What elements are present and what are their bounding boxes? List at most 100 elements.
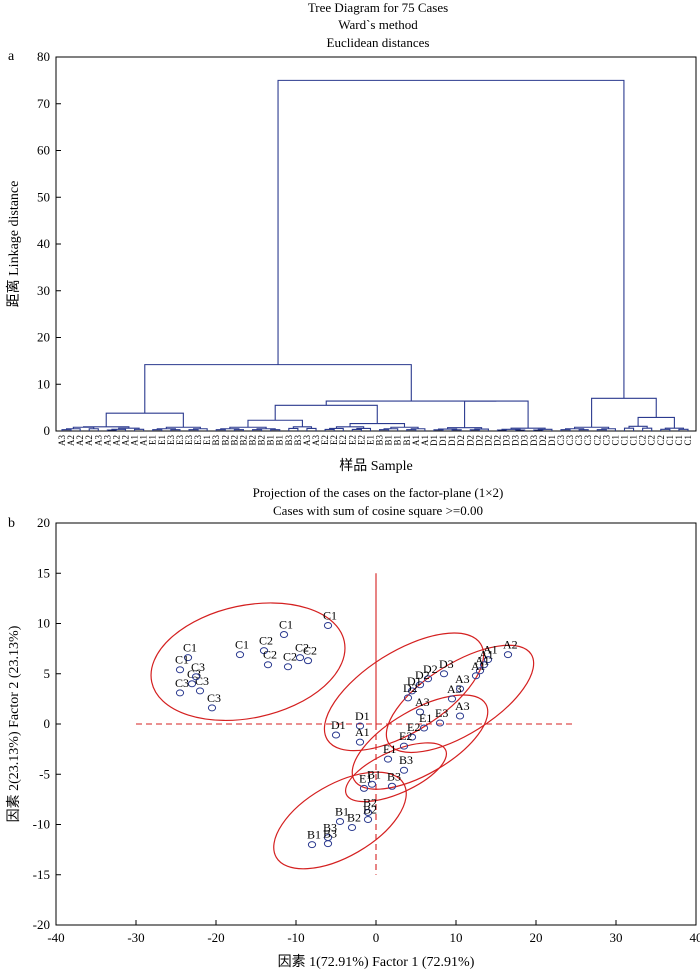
a-ytick-label-7: 70: [37, 96, 50, 111]
b-point-marker: [455, 685, 465, 693]
a-ytick-label-0: 0: [44, 423, 51, 438]
b-point-label: C1: [323, 609, 337, 623]
a-leaf-label: A2: [84, 435, 94, 446]
b-ytick-label-6: 10: [37, 616, 50, 631]
b-point-marker: [475, 667, 485, 675]
a-leaf-label: B1: [393, 435, 403, 446]
b-point-label: D2: [423, 662, 438, 676]
a-link: [591, 397, 657, 428]
b-point-marker: [347, 824, 357, 832]
a-link: [378, 429, 390, 431]
a-link: [105, 412, 184, 428]
panel-a-plot-frame: [55, 56, 697, 432]
b-point-label: B3: [387, 769, 401, 783]
b-point-marker: [175, 689, 185, 697]
b-point-marker: [387, 782, 397, 790]
a-link: [152, 429, 163, 431]
a-leaf-label: D2: [492, 435, 502, 446]
b-point-marker: [471, 672, 481, 680]
a-leaf-label: C3: [583, 435, 593, 446]
b-point-marker: [187, 680, 197, 688]
b-xtick-label-6: 20: [530, 930, 543, 945]
b-point-label: C1: [183, 641, 197, 655]
a-link: [578, 429, 589, 431]
a-ytick-label-8: 80: [37, 49, 50, 64]
b-point-label: D1: [407, 674, 422, 688]
b-group-ellipse-3: [385, 644, 535, 754]
a-leaf-label: E3: [166, 435, 176, 445]
a-leaf-label: B2: [229, 435, 239, 446]
a-link: [274, 404, 378, 424]
b-point-label: B3: [399, 753, 413, 767]
a-leaf-label: E2: [356, 435, 366, 445]
b-point-label: A3: [455, 699, 470, 713]
b-xtick-label-0: -40: [47, 930, 64, 945]
a-link: [596, 429, 607, 431]
b-point-label: E3: [435, 706, 448, 720]
b-point-label: B3: [323, 821, 337, 835]
a-leaf-label: B2: [248, 435, 258, 446]
a-link: [61, 429, 72, 431]
b-ytick-label-0: -20: [33, 917, 50, 932]
a-leaf-label: D3: [511, 435, 521, 446]
panel-b-title-line-1: Projection of the cases on the factor-pl…: [253, 485, 504, 500]
b-point-marker: [335, 817, 345, 825]
b-point-label: A1: [355, 725, 370, 739]
a-leaf-label: A3: [311, 435, 321, 446]
a-leaf-label: C2: [592, 435, 602, 446]
b-point-marker: [355, 738, 365, 746]
panel-a-x-axis-label: 样品 Sample: [339, 458, 413, 474]
a-leaf-label: D1: [547, 435, 557, 446]
a-link: [469, 429, 480, 431]
b-point-marker: [415, 708, 425, 716]
a-link: [464, 400, 529, 429]
b-point-label: B2: [347, 811, 361, 825]
b-ytick-label-2: -10: [33, 817, 50, 832]
b-point-label: C2: [303, 644, 317, 658]
b-point-label: B1: [367, 767, 381, 781]
panel-a-leaf-labels: A3 A2 A2 A2 A3 A3 A2 A2 A1 A1 E1 E1 E3 E3 E3 E3 E1 B3 B2 B2…: [57, 435, 693, 446]
a-leaf-label: D2: [456, 435, 466, 446]
b-point-marker: [367, 780, 377, 788]
a-leaf-label: C1: [683, 435, 693, 446]
b-point-marker: [439, 670, 449, 678]
b-ytick-label-8: 20: [37, 515, 50, 530]
a-link: [82, 426, 130, 429]
a-leaf-label: E1: [148, 435, 158, 445]
panel-b-group-ellipses: [150, 602, 535, 870]
b-point-label: E1: [419, 711, 432, 725]
b-point-marker: [259, 647, 269, 655]
panel-a-title-line-3: Euclidean distances: [327, 35, 430, 50]
b-point-marker: [407, 687, 417, 695]
a-leaf-label: E3: [193, 435, 203, 445]
b-point-label: E1: [383, 742, 396, 756]
b-point-marker: [195, 687, 205, 695]
a-leaf-label: C3: [556, 435, 566, 446]
a-link: [447, 427, 483, 430]
b-point-marker: [435, 719, 445, 727]
b-point-label: C2: [283, 650, 297, 664]
panel-b-title-line-2: Cases with sum of cosine square >=0.00: [273, 503, 483, 518]
a-leaf-label: D2: [474, 435, 484, 446]
b-point-marker: [363, 815, 373, 823]
b-xtick-label-2: -20: [207, 930, 224, 945]
b-point-marker: [323, 622, 333, 630]
b-point-label: C2: [259, 634, 273, 648]
a-leaf-label: C3: [565, 435, 575, 446]
b-ytick-label-3: -5: [39, 766, 50, 781]
a-leaf-label: E1: [157, 435, 167, 445]
b-point-marker: [363, 808, 373, 816]
a-leaf-label: A2: [121, 435, 131, 446]
b-point-label: A1: [483, 643, 498, 657]
a-link: [144, 364, 412, 414]
a-link: [188, 429, 199, 431]
a-leaf-label: A1: [411, 435, 421, 446]
panel-a-y-axis-label: 距离 Linkage distance: [5, 181, 22, 308]
a-ytick-label-3: 30: [37, 283, 50, 298]
a-leaf-label: C2: [656, 435, 666, 446]
panel-b-x-axis-label: 因素 1(72.91%) Factor 1 (72.91%): [278, 954, 475, 970]
b-point-marker: [183, 654, 193, 662]
b-point-marker: [303, 657, 313, 665]
a-leaf-label: E1: [365, 435, 375, 445]
a-link: [560, 429, 571, 431]
